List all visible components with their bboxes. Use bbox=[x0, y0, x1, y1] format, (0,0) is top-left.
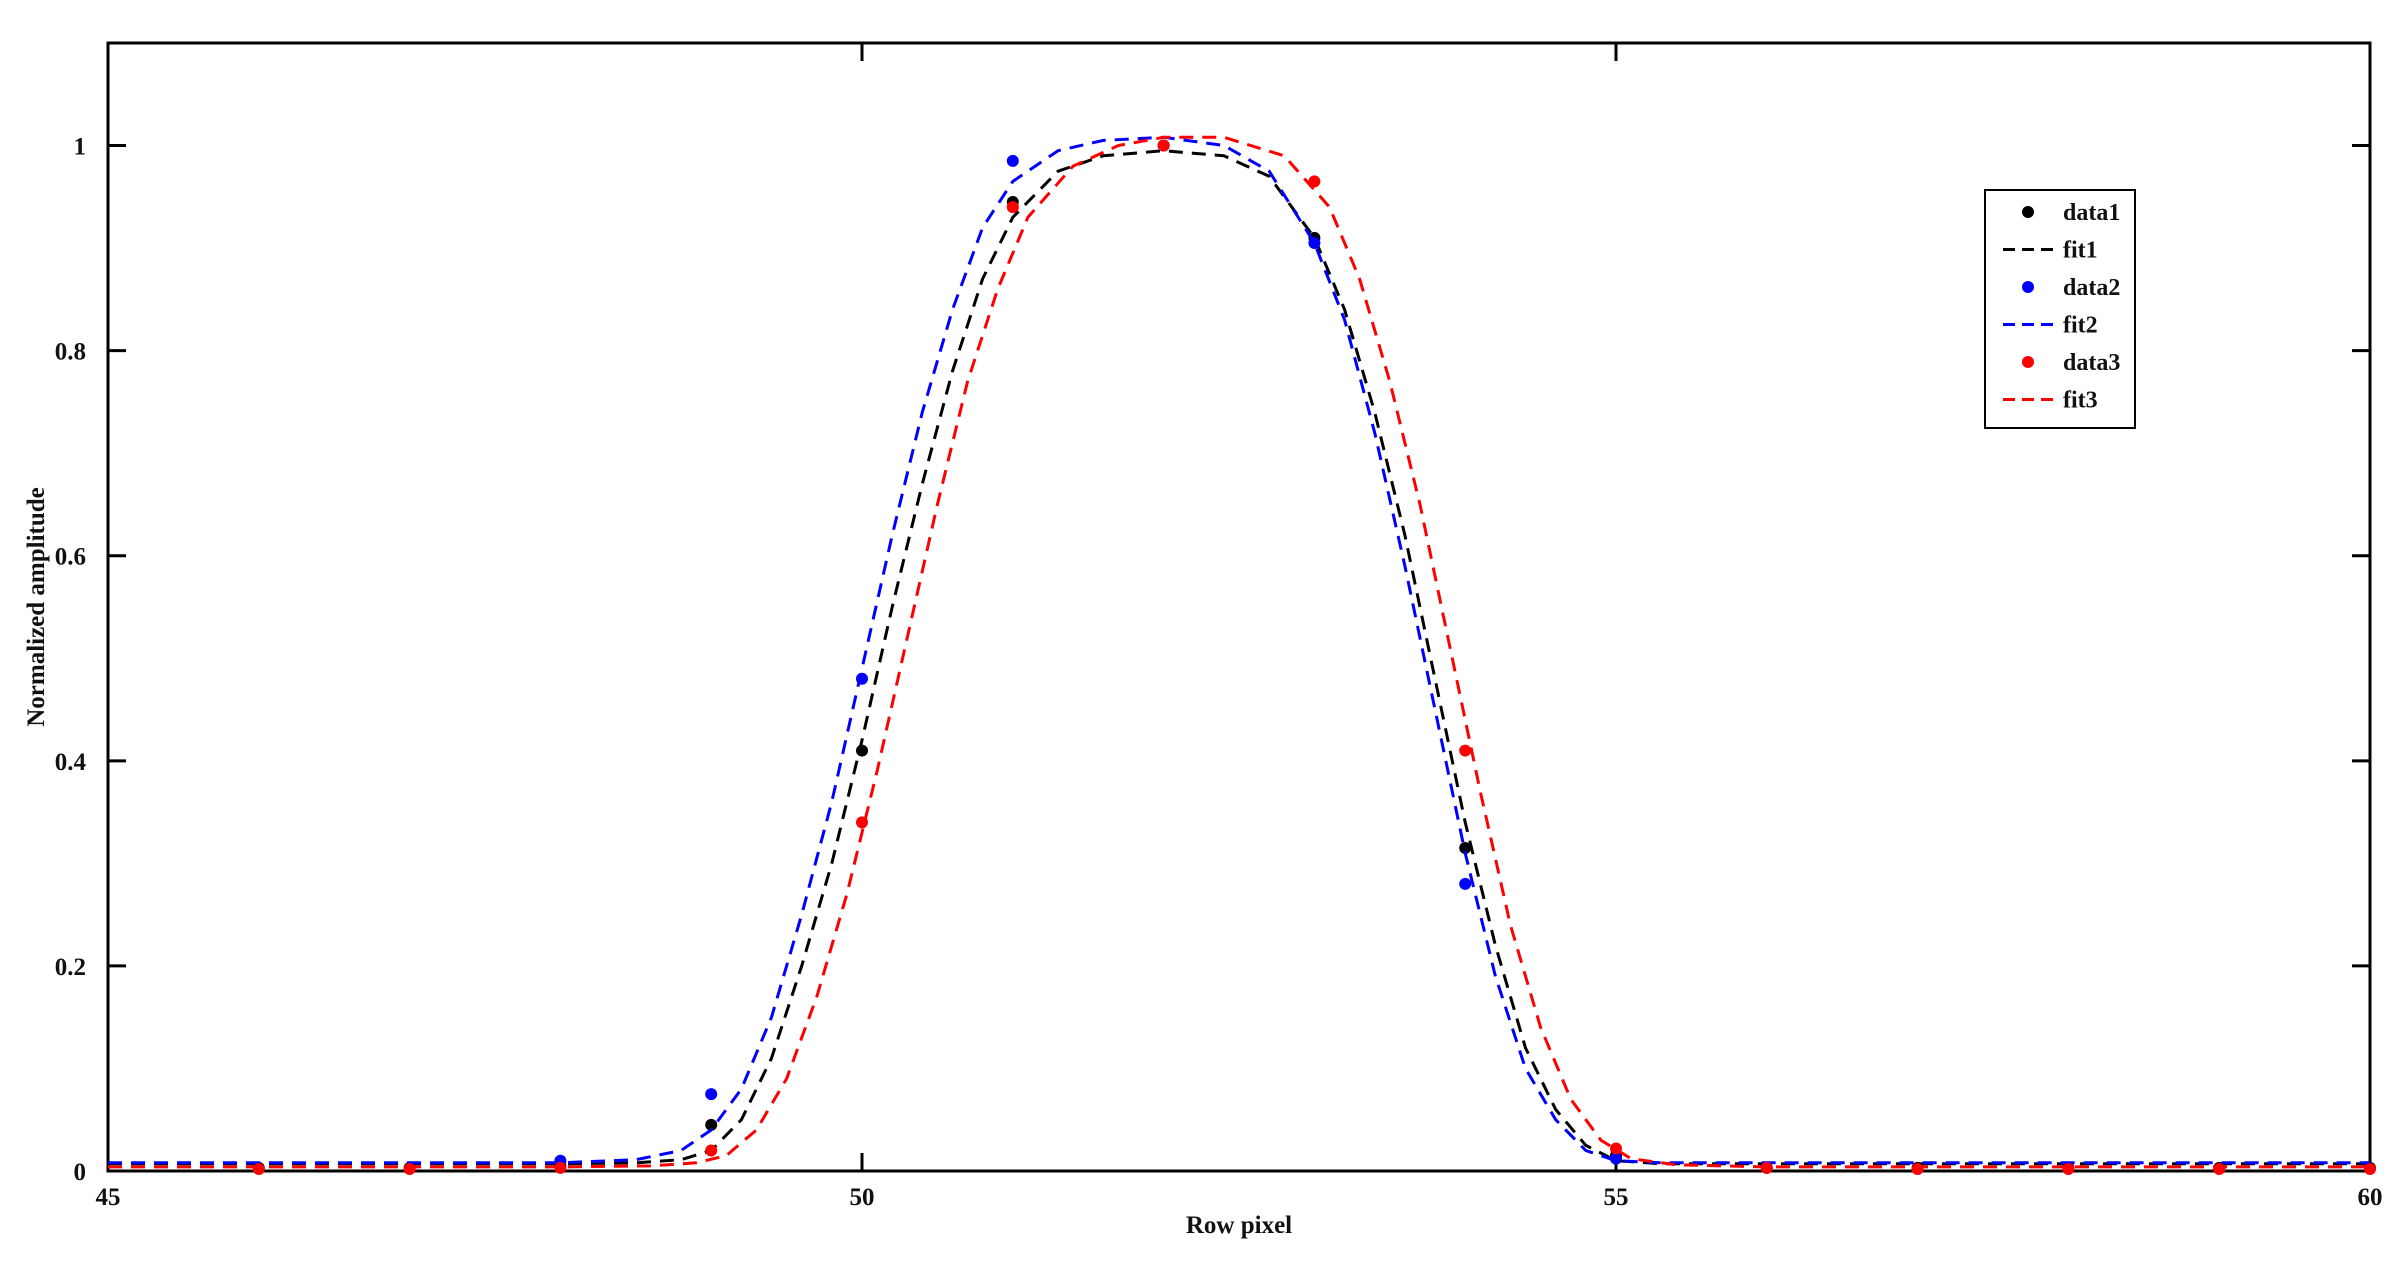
legend-label: fit2 bbox=[2063, 313, 2098, 339]
legend-entry-fit3: fit3 bbox=[2003, 388, 2098, 414]
y-tick-label: 0.2 bbox=[55, 954, 86, 981]
legend-box bbox=[1984, 189, 2136, 429]
fit3-line bbox=[108, 135, 2370, 1169]
series-fit2 bbox=[108, 135, 2370, 1165]
legend-label: fit3 bbox=[2063, 388, 2098, 414]
legend-entry-data2: data2 bbox=[2022, 275, 2120, 301]
data3-point bbox=[705, 1144, 718, 1157]
y-tick-label: 0 bbox=[74, 1159, 87, 1186]
y-tick-label: 0.6 bbox=[55, 544, 86, 571]
data2-point bbox=[1459, 877, 1472, 890]
data1-point bbox=[705, 1118, 718, 1131]
x-axis-label: Row pixel bbox=[1186, 1212, 1292, 1239]
data2-point bbox=[1610, 1152, 1622, 1165]
data3-point bbox=[1006, 201, 1019, 214]
x-tick-label: 45 bbox=[96, 1184, 121, 1211]
legend-label: fit1 bbox=[2063, 238, 2098, 264]
legend-swatch-point bbox=[2022, 206, 2034, 218]
series-data3 bbox=[252, 139, 2376, 1175]
data3-point bbox=[252, 1162, 265, 1175]
data3-point bbox=[403, 1162, 416, 1175]
legend-entry-data3: data3 bbox=[2022, 350, 2120, 376]
series-fit1 bbox=[108, 149, 2370, 1166]
legend: data1 fit1 data2 fit2 data3 fit3 bbox=[1984, 189, 2136, 429]
x-tick-label: 50 bbox=[850, 1184, 875, 1211]
data2-point bbox=[705, 1088, 718, 1101]
data3-point bbox=[1911, 1162, 1924, 1175]
data3-point bbox=[1157, 139, 1170, 152]
series-layer bbox=[108, 135, 2376, 1175]
fit2-line bbox=[108, 135, 2370, 1165]
legend-entry-fit1: fit1 bbox=[2003, 238, 2098, 264]
legend-entry-fit2: fit2 bbox=[2003, 313, 2098, 339]
data3-point bbox=[1459, 744, 1472, 757]
legend-label: data1 bbox=[2063, 200, 2120, 226]
legend-label: data2 bbox=[2063, 275, 2120, 301]
y-tick-label: 1 bbox=[74, 134, 87, 161]
data3-point bbox=[2213, 1162, 2226, 1175]
data2-point bbox=[1006, 154, 1019, 167]
legend-entries: data1 fit1 data2 fit2 data3 fit3 bbox=[2003, 200, 2120, 414]
legend-label: data3 bbox=[2063, 350, 2120, 376]
data3-point bbox=[2062, 1162, 2075, 1175]
series-fit3 bbox=[108, 135, 2370, 1169]
fit1-line bbox=[108, 149, 2370, 1166]
data1-point bbox=[1459, 841, 1472, 854]
legend-swatch-point bbox=[2022, 281, 2034, 293]
legend-entry-data1: data1 bbox=[2022, 200, 2120, 226]
x-tick-label: 55 bbox=[1604, 1184, 1629, 1211]
legend-swatch-point bbox=[2022, 356, 2034, 368]
data3-point bbox=[2364, 1162, 2376, 1175]
data3-point bbox=[554, 1161, 567, 1174]
x-tick-label: 60 bbox=[2358, 1184, 2383, 1211]
axes-layer: 45 50 55 60 0 0.2 0.4 0.6 0.8 1 bbox=[55, 43, 2383, 1211]
y-tick-label: 0.4 bbox=[55, 749, 87, 776]
y-axis-label: Normalized amplitude bbox=[23, 487, 50, 727]
y-tick-label: 0.8 bbox=[55, 339, 86, 366]
